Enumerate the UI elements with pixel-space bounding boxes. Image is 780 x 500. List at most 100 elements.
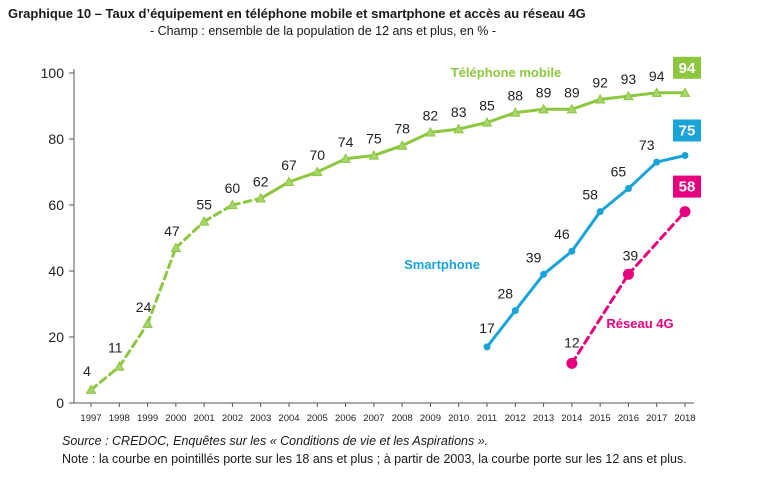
x-tick-label: 1999 — [137, 413, 158, 424]
smartphone-value-label: 17 — [479, 320, 495, 336]
x-tick-label: 2002 — [222, 413, 243, 424]
smartphone-point — [681, 152, 689, 159]
t-l-phone-mobile-point — [142, 318, 153, 328]
t-l-phone-mobile-value-label: 94 — [649, 68, 665, 84]
r-seau-4g-point — [566, 357, 578, 369]
t-l-phone-mobile-segment — [230, 196, 263, 207]
x-tick-label: 2015 — [590, 413, 611, 424]
t-l-phone-mobile-value-label: 62 — [253, 173, 269, 189]
t-l-phone-mobile-point — [283, 176, 295, 186]
smartphone-segment — [513, 272, 546, 313]
smartphone-point — [596, 208, 604, 216]
x-tick-label: 2017 — [646, 413, 667, 424]
x-tick-label: 2004 — [278, 413, 299, 424]
chart-subtitle: - Champ : ensemble de la population de 1… — [150, 24, 497, 38]
x-tick-label: 2007 — [363, 413, 384, 424]
t-l-phone-mobile-segment — [626, 91, 659, 98]
t-l-phone-mobile-point — [509, 107, 521, 117]
y-tick-label: 80 — [48, 131, 64, 147]
t-l-phone-mobile-point — [538, 103, 549, 114]
t-l-phone-mobile-segment — [372, 144, 404, 157]
r-seau-4g-point — [622, 268, 634, 280]
t-l-phone-mobile-segment — [457, 121, 489, 131]
x-tick-label: 2013 — [533, 413, 554, 424]
t-l-phone-mobile-value-label: 24 — [136, 299, 152, 315]
t-l-phone-mobile-point — [113, 361, 125, 371]
x-tick-label: 2009 — [420, 413, 441, 424]
y-tick-label: 0 — [56, 395, 64, 411]
smartphone-value-label: 28 — [497, 286, 513, 302]
smartphone-series-label: Smartphone — [404, 257, 480, 272]
t-l-phone-mobile-point — [651, 87, 663, 97]
t-l-phone-mobile-value-label: 70 — [309, 147, 325, 163]
t-l-phone-mobile-value-label: 47 — [164, 223, 180, 239]
t-l-phone-mobile-value-label: 74 — [338, 134, 354, 150]
smartphone-final-badge — [673, 119, 701, 142]
smartphone-value-label: 73 — [639, 137, 655, 153]
smartphone-point — [568, 247, 576, 255]
t-l-phone-mobile-value-label: 55 — [196, 197, 212, 213]
t-l-phone-mobile-point — [170, 242, 182, 252]
x-tick-label: 2011 — [477, 413, 497, 424]
line-chart: 0 20 40 60 80 100 1997 1998 1999 2000 2001 2002 2003… — [41, 56, 701, 424]
t-l-phone-mobile-final-badge — [673, 56, 701, 79]
r-seau-4g-final-label: 58 — [679, 179, 696, 196]
x-tick-label: 2001 — [194, 413, 215, 424]
t-l-phone-mobile-point — [368, 149, 380, 160]
x-tick-label: 2018 — [674, 413, 695, 424]
t-l-phone-mobile-segment — [513, 107, 546, 115]
t-l-phone-mobile-segment — [202, 203, 234, 223]
smartphone-value-label: 39 — [526, 249, 542, 265]
t-l-phone-mobile-value-label: 75 — [366, 131, 382, 147]
smartphone-value-label: 65 — [611, 164, 627, 180]
r-seau-4g-series-label: Réseau 4G — [606, 316, 673, 331]
t-l-phone-mobile-segment — [146, 246, 178, 326]
smartphone-point — [483, 343, 491, 351]
t-l-phone-mobile-value-label: 11 — [108, 340, 123, 356]
t-l-phone-mobile-segment — [485, 111, 517, 124]
x-tick-label: 2012 — [505, 413, 526, 424]
t-l-phone-mobile-final-label: 94 — [679, 60, 696, 77]
t-l-phone-mobile-point — [85, 384, 97, 394]
smartphone-segment — [598, 187, 630, 214]
t-l-phone-mobile-point — [198, 215, 210, 226]
t-l-phone-mobile-segment — [344, 154, 376, 161]
t-l-phone-mobile-segment — [287, 170, 319, 184]
t-l-phone-mobile-point — [255, 192, 267, 203]
t-l-phone-mobile-segment — [428, 127, 461, 134]
x-tick-label: 1997 — [80, 413, 101, 424]
t-l-phone-mobile-segment — [259, 180, 291, 200]
t-l-phone-mobile-value-label: 88 — [507, 88, 523, 104]
smartphone-segment — [570, 210, 602, 253]
smartphone-segment — [485, 309, 517, 349]
x-tick-label: 2003 — [250, 413, 271, 424]
x-tick-label: 2010 — [448, 413, 469, 424]
smartphone-value-label: 58 — [582, 187, 598, 203]
r-seau-4g-segment — [626, 210, 687, 276]
t-l-phone-mobile-point — [679, 87, 691, 97]
t-l-phone-mobile-segment — [570, 97, 602, 111]
t-l-phone-mobile-point — [594, 93, 606, 104]
t-l-phone-mobile-value-label: 83 — [451, 104, 467, 120]
t-l-phone-mobile-value-label: 4 — [83, 363, 91, 379]
y-tick-label: 100 — [41, 65, 65, 81]
smartphone-point — [540, 270, 548, 278]
t-l-phone-mobile-value-label: 89 — [564, 84, 580, 100]
r-seau-4g-final-badge — [673, 175, 701, 198]
t-l-phone-mobile-segment — [117, 322, 150, 369]
t-l-phone-mobile-value-label: 93 — [621, 71, 637, 87]
t-l-phone-mobile-point — [425, 126, 436, 137]
chart-title: Graphique 10 – Taux d’équipement en télé… — [8, 6, 586, 21]
t-l-phone-mobile-value-label: 92 — [592, 74, 608, 90]
t-l-phone-mobile-point — [623, 90, 634, 101]
t-l-phone-mobile-point — [566, 103, 578, 114]
t-l-phone-mobile-segment — [598, 94, 630, 101]
t-l-phone-mobile-segment — [174, 220, 206, 250]
r-seau-4g-value-label: 12 — [564, 334, 580, 350]
t-l-phone-mobile-value-label: 89 — [536, 84, 552, 100]
t-l-phone-mobile-segment — [400, 130, 432, 148]
x-tick-label: 2005 — [307, 413, 328, 424]
smartphone-point — [624, 185, 632, 192]
x-tick-label: 2000 — [165, 413, 186, 424]
x-tick-label: 2008 — [392, 413, 413, 424]
